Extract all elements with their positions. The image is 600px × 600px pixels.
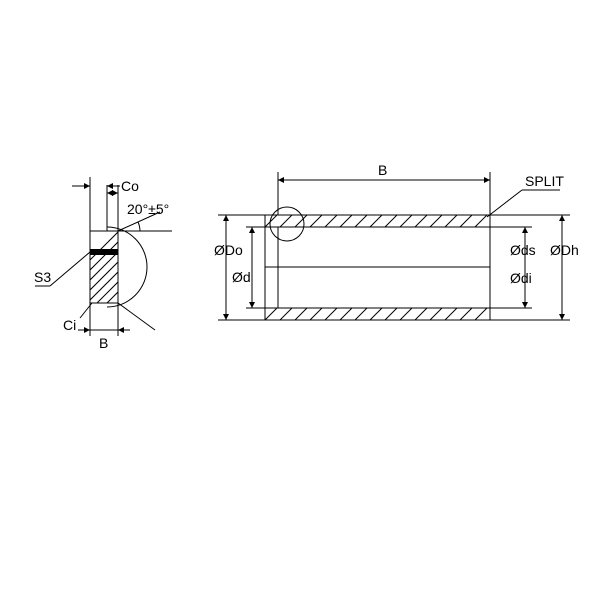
label-ds: Øds [510,242,536,258]
label-b-left: B [99,335,108,351]
label-dh: ØDh [550,242,579,258]
label-d: Ød [232,269,251,285]
label-split: SPLIT [525,173,564,189]
label-b-right: B [378,162,387,178]
angle-label: 20°±5° [127,201,169,217]
label-di: Ødi [510,270,532,286]
label-do: ØDo [214,242,243,258]
split-gap [90,249,118,255]
left-cross-section: 20°±5° S3 Co Ci B [34,177,180,351]
right-side-view: SPLIT B ØDo Ød ØDh Øds Ødi [214,162,579,325]
detail-circle [270,207,304,241]
label-s3: S3 [34,269,51,285]
label-co: Co [121,178,139,194]
hatch-left [40,230,180,310]
label-ci: Ci [63,317,76,333]
